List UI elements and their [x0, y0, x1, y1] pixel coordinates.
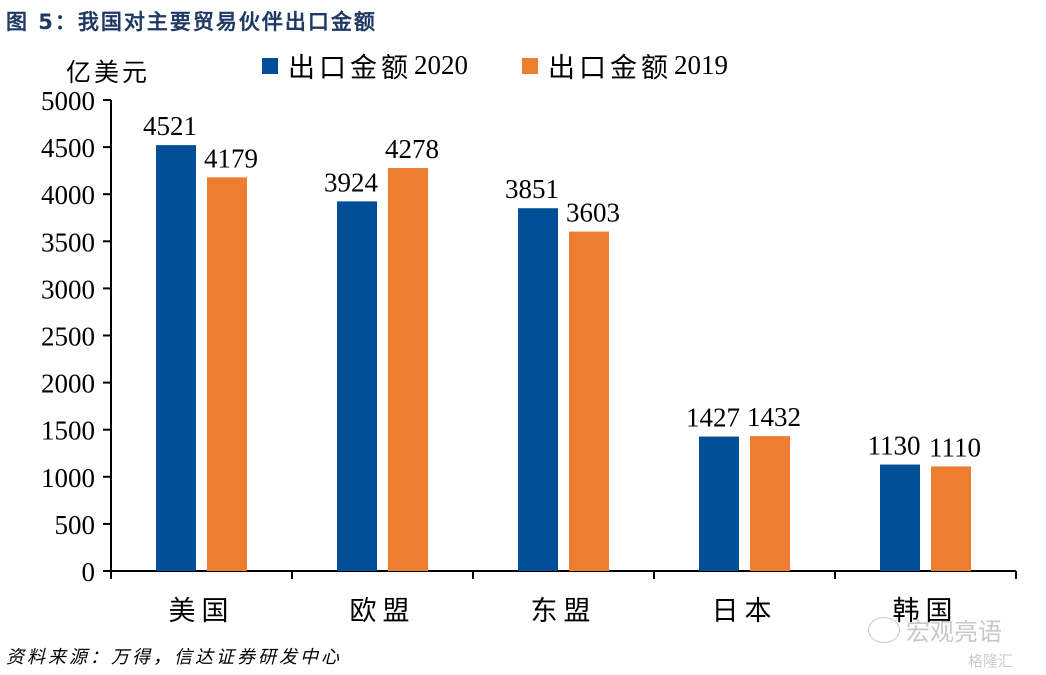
y-tick-label: 2500 [41, 322, 95, 352]
y-tick-label: 1000 [41, 463, 95, 493]
data-label-2020-4: 1130 [868, 431, 921, 461]
y-tick-label: 4500 [41, 133, 95, 163]
y-tick-label: 5000 [41, 86, 95, 116]
data-label-2019-1: 4278 [385, 134, 439, 164]
data-label-2020-3: 1427 [686, 403, 740, 433]
x-category-label: 韩国 [893, 596, 959, 627]
data-label-2020-0: 4521 [143, 111, 197, 141]
y-tick-label: 1500 [41, 416, 95, 446]
bar-2020-2 [518, 208, 558, 572]
bar-2020-0 [156, 145, 196, 571]
y-axis-unit-label: 亿美元 [66, 58, 151, 87]
watermark-text: 宏观亮语 [906, 618, 1002, 646]
wechat-icon [868, 616, 900, 643]
data-label-2019-3: 1432 [747, 402, 801, 432]
y-tick-label: 2000 [41, 369, 95, 399]
legend-item-2020: 出口金额 2020 [262, 46, 468, 85]
bar-2019-4 [931, 466, 971, 571]
x-category-label: 美国 [169, 596, 235, 627]
legend-label-2020: 出口金额 [288, 53, 412, 84]
data-label-2020-2: 3851 [505, 174, 559, 204]
data-label-2019-2: 3603 [566, 198, 620, 228]
legend-label-2019: 出口金额 [548, 53, 672, 84]
bar-2019-0 [207, 177, 247, 571]
y-tick-label: 3500 [41, 227, 95, 257]
data-label-2019-4: 1110 [929, 432, 981, 462]
bar-2020-4 [880, 464, 920, 571]
source-note: 资料来源：万得，信达证券研发中心 [6, 647, 342, 668]
legend-year-2019: 2019 [674, 50, 728, 80]
legend-swatch-2019 [522, 57, 538, 74]
data-label-2020-1: 3924 [324, 167, 379, 197]
watermark: 宏观亮语 [868, 612, 1002, 647]
y-tick-label: 0 [82, 557, 96, 587]
x-category-label: 欧盟 [350, 596, 416, 627]
x-category-label: 东盟 [531, 596, 597, 627]
legend-swatch-2020 [262, 57, 278, 74]
legend-year-2020: 2020 [414, 50, 468, 80]
bar-2020-3 [699, 436, 739, 571]
legend-item-2019: 出口金额 2019 [522, 46, 728, 85]
data-label-2019-0: 4179 [204, 143, 258, 173]
bar-2019-3 [750, 436, 790, 571]
y-tick-label: 4000 [41, 180, 95, 210]
bar-2020-1 [337, 201, 377, 572]
x-category-label: 日本 [712, 596, 778, 627]
y-tick-label: 500 [55, 510, 96, 540]
watermark-logo-text: 格隆汇 [968, 652, 1014, 670]
bar-2019-1 [388, 168, 428, 572]
y-tick-label: 3000 [41, 274, 95, 304]
bar-2019-2 [569, 231, 609, 571]
chart-title: 图 5：我国对主要贸易伙伴出口金额 [6, 10, 377, 34]
